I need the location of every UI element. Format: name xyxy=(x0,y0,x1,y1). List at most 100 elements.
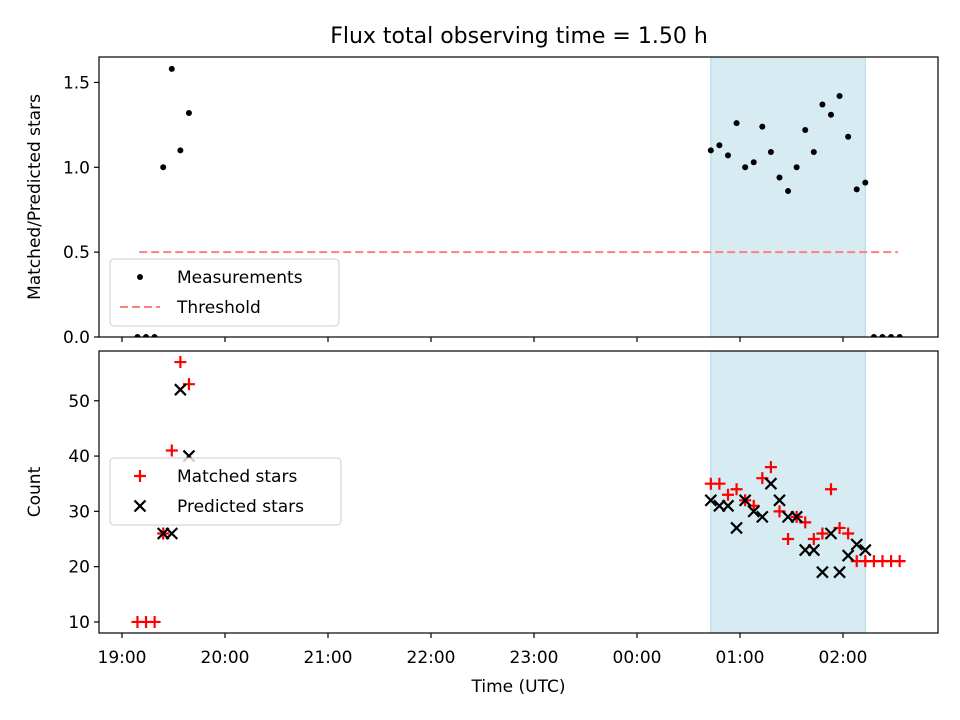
figure-title: Flux total observing time = 1.50 h xyxy=(330,24,708,49)
measurements-point xyxy=(819,101,826,108)
measurements-point xyxy=(776,174,783,181)
matched-stars-point xyxy=(893,555,906,568)
measurements-point xyxy=(793,164,800,171)
measurements-point xyxy=(177,147,184,154)
predicted-stars-point xyxy=(738,494,752,507)
measurements-point xyxy=(742,164,749,171)
predicted-stars-point xyxy=(859,543,872,557)
legend-label: Threshold xyxy=(176,298,261,318)
predicted-stars-point xyxy=(833,565,846,579)
measurements-point xyxy=(888,334,895,337)
matched-stars-point xyxy=(816,527,829,540)
legend-label: Matched stars xyxy=(177,467,297,487)
predicted-stars-point xyxy=(747,505,761,518)
measurements-point xyxy=(802,126,809,133)
predicted-stars-point xyxy=(756,510,769,524)
y-axis-label: Matched/Predicted stars xyxy=(25,94,45,300)
predicted-stars-point xyxy=(704,494,718,507)
predicted-stars-point xyxy=(824,527,838,540)
measurements-point xyxy=(810,149,817,156)
measurements-point xyxy=(168,65,175,72)
predicted-stars-point xyxy=(841,549,855,562)
predicted-stars-point xyxy=(773,494,786,507)
predicted-stars-point xyxy=(850,538,864,551)
matched-stars-point xyxy=(721,488,734,501)
x-tick-label: 23:00 xyxy=(510,648,559,668)
legend-swatch xyxy=(133,499,147,513)
y-tick-label: 20 xyxy=(68,558,90,578)
legend-swatch xyxy=(134,470,146,482)
predicted-stars-point xyxy=(816,565,829,579)
y-tick-label: 0.5 xyxy=(63,243,90,263)
y-tick-label: 10 xyxy=(68,613,90,633)
top-panel-measurements: 0.0 0.5 1.0 1.5 Matched/Predicted stars Measu… xyxy=(25,56,939,348)
y-tick-label: 1.0 xyxy=(63,158,90,178)
y-tick-label: 40 xyxy=(68,447,90,467)
measurements-point xyxy=(862,179,869,186)
observing-span xyxy=(710,350,866,634)
x-tick-label: 21:00 xyxy=(304,648,353,668)
matched-stars-point xyxy=(824,483,837,496)
series-group xyxy=(134,65,903,337)
measurements-point xyxy=(716,142,723,149)
predicted-stars-point xyxy=(730,521,743,535)
legend-label: Measurements xyxy=(177,268,303,288)
matched-stars-point xyxy=(842,527,855,540)
y-tick-label: 0.0 xyxy=(63,328,90,348)
x-tick-label: 19:00 xyxy=(98,648,147,668)
matched-stars-point xyxy=(764,461,777,474)
y-tick-label: 50 xyxy=(68,392,90,412)
measurements-point xyxy=(151,334,158,337)
matched-stars-point xyxy=(807,533,820,545)
predicted-stars-point xyxy=(790,510,803,524)
measurements-point xyxy=(759,123,766,130)
legend-box xyxy=(109,457,342,526)
measurements-point xyxy=(785,188,792,195)
legend-label: Predicted stars xyxy=(177,497,304,517)
observing-span xyxy=(710,56,866,338)
matched-stars-point xyxy=(174,356,187,369)
predicted-stars-point xyxy=(165,527,179,540)
measurements-point xyxy=(707,147,714,154)
legend-swatch xyxy=(137,274,143,280)
axes-frame xyxy=(98,56,939,338)
y-tick-label: 30 xyxy=(68,502,90,522)
measurements-point xyxy=(733,120,740,127)
measurements-point xyxy=(896,334,903,337)
predicted-stars-point xyxy=(174,383,187,396)
predicted-stars-point xyxy=(764,477,778,490)
measurements-point xyxy=(845,133,852,140)
measurements-point xyxy=(185,110,192,116)
x-tick-label: 20:00 xyxy=(201,648,250,668)
measurements-point xyxy=(870,334,877,337)
matched-stars-point xyxy=(713,477,726,490)
matched-stars-point xyxy=(165,444,178,457)
y-axis-label: Count xyxy=(25,466,45,517)
x-tick-label: 01:00 xyxy=(716,648,765,668)
predicted-stars-point xyxy=(721,499,735,513)
measurements-point xyxy=(160,164,167,171)
measurements-point xyxy=(879,334,886,337)
series-group xyxy=(131,356,906,628)
measurements-point xyxy=(853,186,860,193)
legend-box xyxy=(109,258,340,327)
measurements-point xyxy=(724,152,731,159)
x-tick-label: 00:00 xyxy=(613,648,662,668)
measurements-point xyxy=(143,334,150,337)
matched-stars-point xyxy=(782,533,795,545)
matched-stars-point xyxy=(148,615,161,628)
predicted-stars-point xyxy=(807,543,821,557)
x-axis-label: Time (UTC) xyxy=(471,677,566,697)
axes-frame xyxy=(98,350,939,634)
x-tick-label: 02:00 xyxy=(819,648,868,668)
measurements-point xyxy=(836,93,843,100)
y-tick-label: 1.5 xyxy=(63,73,90,93)
measurements-point xyxy=(134,334,141,337)
measurements-point xyxy=(750,159,757,166)
bottom-panel-counts: 10 20 30 40 50 19:00 20:00 21:00 22:00 23:00 00:00… xyxy=(25,350,939,697)
measurements-point xyxy=(767,149,774,156)
x-tick-label: 22:00 xyxy=(407,648,456,668)
matched-stars-point xyxy=(730,483,743,496)
measurements-point xyxy=(827,111,834,118)
